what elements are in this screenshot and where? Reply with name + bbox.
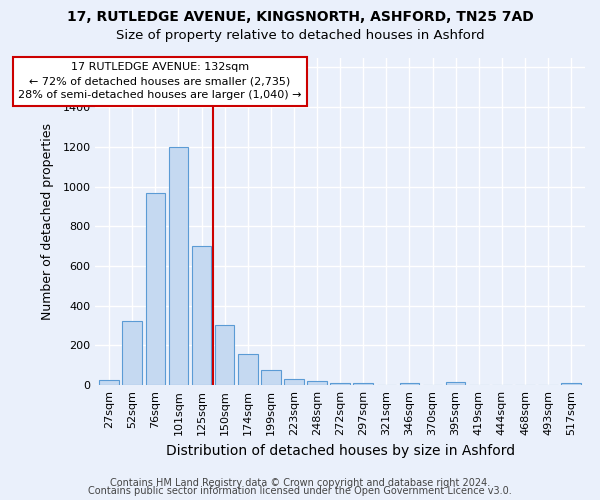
Bar xyxy=(261,370,281,385)
Bar xyxy=(169,147,188,385)
Bar xyxy=(100,380,119,385)
Bar xyxy=(215,324,235,385)
Bar xyxy=(562,383,581,385)
Text: Size of property relative to detached houses in Ashford: Size of property relative to detached ho… xyxy=(116,29,484,42)
Bar xyxy=(192,246,211,385)
Bar xyxy=(446,382,466,385)
Text: 17 RUTLEDGE AVENUE: 132sqm
← 72% of detached houses are smaller (2,735)
28% of s: 17 RUTLEDGE AVENUE: 132sqm ← 72% of deta… xyxy=(18,62,302,100)
Bar xyxy=(284,379,304,385)
X-axis label: Distribution of detached houses by size in Ashford: Distribution of detached houses by size … xyxy=(166,444,515,458)
Bar xyxy=(307,381,327,385)
Text: Contains public sector information licensed under the Open Government Licence v3: Contains public sector information licen… xyxy=(88,486,512,496)
Bar xyxy=(353,383,373,385)
Bar xyxy=(331,383,350,385)
Text: Contains HM Land Registry data © Crown copyright and database right 2024.: Contains HM Land Registry data © Crown c… xyxy=(110,478,490,488)
Bar xyxy=(400,383,419,385)
Y-axis label: Number of detached properties: Number of detached properties xyxy=(41,123,54,320)
Bar xyxy=(146,192,165,385)
Text: 17, RUTLEDGE AVENUE, KINGSNORTH, ASHFORD, TN25 7AD: 17, RUTLEDGE AVENUE, KINGSNORTH, ASHFORD… xyxy=(67,10,533,24)
Bar xyxy=(122,320,142,385)
Bar xyxy=(238,354,257,385)
